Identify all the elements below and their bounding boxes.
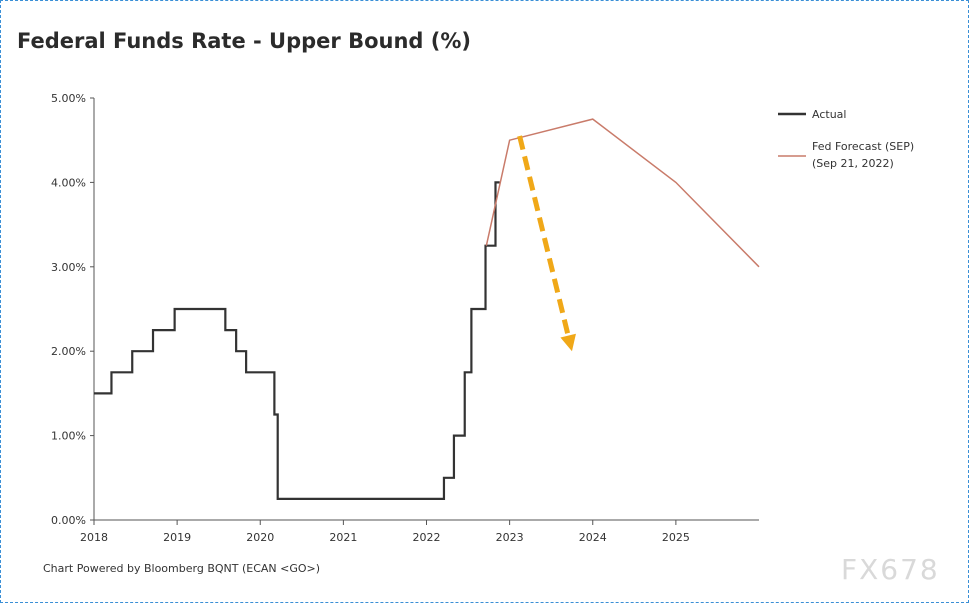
- chart-source-footer: Chart Powered by Bloomberg BQNT (ECAN <G…: [43, 562, 320, 575]
- legend-label-actual: Actual: [812, 108, 846, 121]
- annotation-layer: [517, 135, 576, 352]
- y-tick-label: 1.00%: [51, 430, 86, 443]
- series-line-fed-forecast: [485, 118, 760, 268]
- annotation-arrow-head: [560, 333, 576, 352]
- y-tick-label: 5.00%: [51, 92, 86, 105]
- x-tick-label: 2021: [329, 531, 357, 544]
- series-line-actual: [94, 181, 500, 500]
- chart-title: Federal Funds Rate - Upper Bound (%): [17, 29, 471, 53]
- x-tick-label: 2024: [579, 531, 607, 544]
- x-tick-label: 2022: [413, 531, 441, 544]
- legend-label-forecast-line2: (Sep 21, 2022): [812, 157, 894, 170]
- y-tick-label: 0.00%: [51, 514, 86, 527]
- series-layer: [94, 118, 760, 500]
- legend-label-forecast-line1: Fed Forecast (SEP): [812, 140, 914, 153]
- y-ticks: 0.00% 1.00% 2.00% 3.00% 4.00% 5.00%: [51, 92, 94, 527]
- x-tick-label: 2020: [246, 531, 274, 544]
- x-tick-label: 2019: [163, 531, 191, 544]
- x-ticks: 2018 2019 2020 2021 2022 2023 2024 2025: [80, 520, 690, 544]
- x-tick-label: 2025: [662, 531, 690, 544]
- legend: Actual Fed Forecast (SEP) (Sep 21, 2022): [778, 108, 914, 170]
- y-tick-label: 3.00%: [51, 261, 86, 274]
- y-tick-label: 4.00%: [51, 176, 86, 189]
- y-tick-label: 2.00%: [51, 345, 86, 358]
- x-tick-label: 2018: [80, 531, 108, 544]
- annotation-arrow-shaft: [517, 135, 571, 337]
- x-tick-label: 2023: [496, 531, 524, 544]
- watermark: FX678: [841, 553, 940, 586]
